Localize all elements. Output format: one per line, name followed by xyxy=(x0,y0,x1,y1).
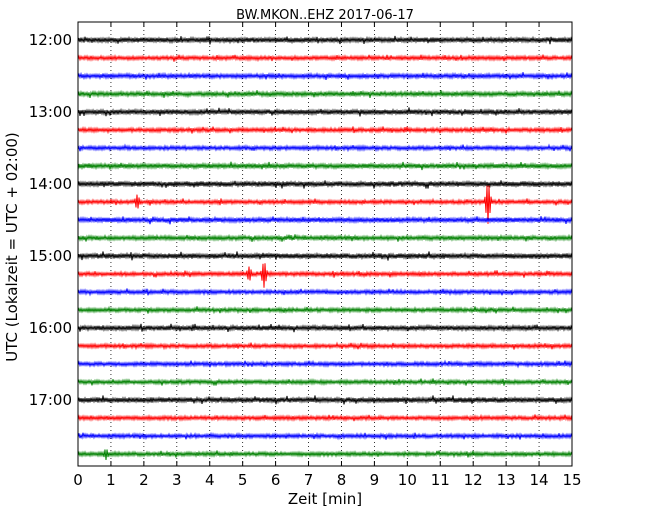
x-tick-label: 2 xyxy=(139,471,149,489)
trace-line xyxy=(77,71,573,81)
x-tick-label: 9 xyxy=(370,471,380,489)
y-tick-label: 17:00 xyxy=(29,391,72,409)
trace-line xyxy=(77,185,573,224)
x-tick-label: 14 xyxy=(530,471,549,489)
trace-line xyxy=(77,263,573,288)
trace-line xyxy=(77,215,573,225)
trace-line xyxy=(77,161,573,171)
trace-line xyxy=(77,107,573,117)
traces xyxy=(77,35,573,461)
trace-line xyxy=(77,89,573,99)
y-axis: 12:00 13:00 14:00 15:00 16:00 17:00 xyxy=(29,31,572,409)
trace-line xyxy=(77,125,573,135)
trace-line xyxy=(77,431,573,441)
trace-line xyxy=(77,53,573,63)
trace-line xyxy=(77,305,573,315)
x-tick-label: 10 xyxy=(398,471,417,489)
y-tick-label: 15:00 xyxy=(29,247,72,265)
trace-line xyxy=(77,251,573,261)
trace-line xyxy=(77,413,573,422)
trace-line xyxy=(77,323,573,333)
y-axis-label: UTC (Lokalzeit = UTC + 02:00) xyxy=(3,132,21,362)
trace-line xyxy=(77,179,573,189)
x-tick-label: 15 xyxy=(562,471,581,489)
trace-line xyxy=(77,287,573,297)
x-tick-label: 12 xyxy=(464,471,483,489)
y-tick-label: 12:00 xyxy=(29,31,72,49)
trace-line xyxy=(77,341,573,351)
y-tick-label: 14:00 xyxy=(29,175,72,193)
x-tick-label: 4 xyxy=(205,471,215,489)
x-tick-label: 0 xyxy=(73,471,83,489)
y-tick-label: 16:00 xyxy=(29,319,72,337)
x-tick-label: 3 xyxy=(172,471,182,489)
y-tick-label: 13:00 xyxy=(29,103,72,121)
x-tick-label: 8 xyxy=(337,471,347,489)
x-tick-label: 13 xyxy=(497,471,516,489)
trace-line xyxy=(77,233,573,243)
x-tick-label: 1 xyxy=(106,471,116,489)
trace-line xyxy=(77,143,573,153)
chart-title: BW.MKON..EHZ 2017-06-17 xyxy=(236,8,414,23)
plot-frame xyxy=(77,21,573,467)
trace-line xyxy=(77,359,573,369)
trace-line xyxy=(77,378,573,386)
x-tick-label: 11 xyxy=(431,471,450,489)
x-tick-label: 6 xyxy=(271,471,281,489)
trace-line xyxy=(77,395,573,405)
x-tick-label: 7 xyxy=(304,471,314,489)
x-axis: 0 1 2 3 4 5 6 7 8 9 10 11 12 13 14 15 xyxy=(73,22,582,489)
x-tick-label: 5 xyxy=(238,471,248,489)
trace-line xyxy=(77,35,573,45)
trace-line xyxy=(77,449,573,461)
x-axis-label: Zeit [min] xyxy=(288,490,362,508)
